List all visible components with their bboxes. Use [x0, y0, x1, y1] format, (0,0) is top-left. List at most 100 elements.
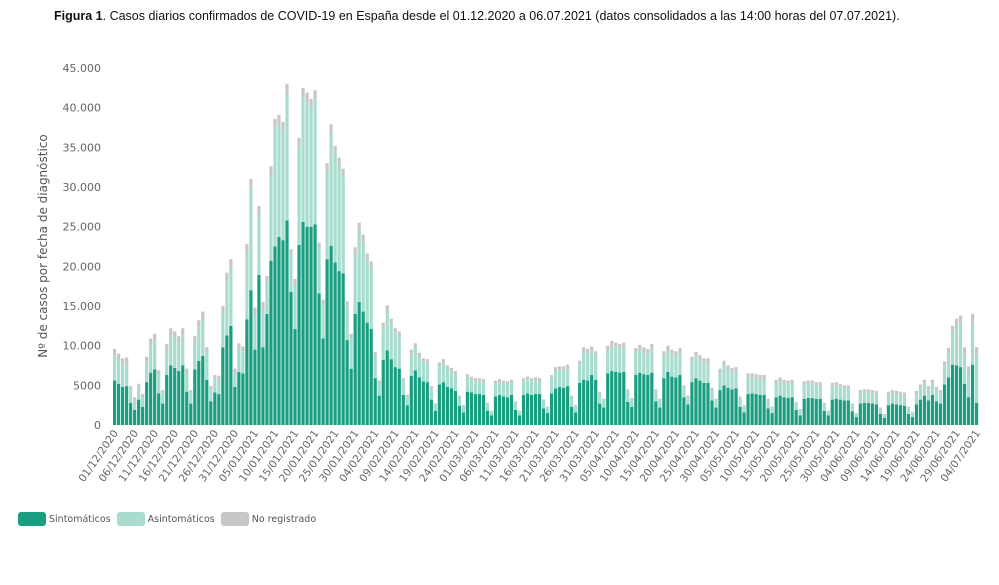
bar-asintomaticos [481, 382, 486, 395]
bar-asintomaticos [630, 399, 634, 407]
bar-sintomaticos [594, 379, 598, 425]
bar-asintomaticos [413, 348, 417, 371]
bar-sintomaticos [309, 226, 313, 425]
bar-asintomaticos [437, 366, 441, 385]
bar-no-registrado [622, 342, 626, 348]
bar-sintomaticos [970, 364, 975, 425]
bar-sintomaticos [694, 378, 698, 425]
bar-no-registrado [754, 374, 758, 379]
bar-sintomaticos [858, 403, 862, 425]
bar-sintomaticos [509, 394, 514, 425]
bar-no-registrado [233, 368, 237, 373]
bar-asintomaticos [521, 381, 526, 395]
bar-sintomaticos [161, 403, 165, 425]
bar-asintomaticos [594, 355, 598, 380]
bar-asintomaticos [874, 394, 878, 405]
bar-no-registrado [906, 406, 911, 409]
bar-no-registrado [265, 275, 269, 283]
bar-sintomaticos [201, 355, 205, 425]
bar-asintomaticos [706, 363, 710, 383]
bar-asintomaticos [694, 356, 698, 379]
bar-sintomaticos [229, 325, 233, 425]
bar-sintomaticos [642, 374, 646, 425]
bar-sintomaticos [614, 371, 618, 425]
bar-no-registrado [113, 348, 117, 356]
bar-no-registrado [341, 168, 345, 177]
bar-asintomaticos [217, 379, 221, 395]
bar-sintomaticos [714, 407, 718, 425]
bar-no-registrado [974, 347, 979, 357]
bar-asintomaticos [858, 393, 862, 404]
bar-asintomaticos [181, 335, 185, 366]
bar-sintomaticos [153, 369, 157, 425]
bar-sintomaticos [417, 377, 421, 425]
bar-sintomaticos [610, 371, 614, 425]
bar-sintomaticos [934, 401, 939, 425]
bar-no-registrado [437, 362, 441, 367]
bar-no-registrado [181, 328, 185, 336]
bar-no-registrado [369, 261, 373, 269]
bar-no-registrado [253, 307, 257, 314]
bar-sintomaticos [341, 273, 345, 425]
bar-no-registrado [241, 346, 245, 352]
bar-sintomaticos [537, 394, 542, 425]
bar-asintomaticos [786, 383, 790, 399]
bar-sintomaticos [662, 378, 666, 425]
bar-asintomaticos [574, 406, 578, 413]
bar-no-registrado [574, 405, 578, 407]
bar-asintomaticos [229, 267, 233, 326]
bar-asintomaticos [746, 377, 750, 395]
bar-no-registrado [317, 242, 321, 250]
bar-no-registrado [950, 325, 955, 332]
bar-asintomaticos [405, 397, 409, 406]
bar-asintomaticos [385, 311, 389, 351]
y-tick-label: 25.000 [63, 221, 102, 234]
bar-no-registrado [766, 398, 770, 402]
bar-no-registrado [742, 405, 746, 407]
bar-sintomaticos [297, 244, 301, 425]
bar-no-registrado [806, 380, 810, 384]
bar-asintomaticos [818, 385, 822, 399]
bar-sintomaticos [890, 403, 895, 425]
bar-no-registrado [802, 381, 806, 385]
bar-no-registrado [417, 352, 421, 358]
bar-sintomaticos [850, 411, 854, 425]
bar-no-registrado [413, 343, 417, 349]
bar-asintomaticos [954, 325, 959, 366]
bar-asintomaticos [129, 390, 133, 403]
bar-asintomaticos [734, 371, 738, 389]
bar-no-registrado [397, 331, 401, 337]
bar-sintomaticos [578, 382, 582, 425]
bar-sintomaticos [357, 302, 361, 425]
bar-no-registrado [517, 410, 522, 412]
bar-asintomaticos [177, 343, 181, 372]
bar-no-registrado [193, 336, 197, 343]
bar-asintomaticos [537, 381, 542, 395]
bar-no-registrado [890, 390, 895, 394]
bar-asintomaticos [113, 355, 117, 381]
bar-no-registrado [818, 382, 822, 386]
bar-sintomaticos [630, 406, 634, 425]
bar-asintomaticos [145, 362, 149, 383]
bar-sintomaticos [265, 313, 269, 425]
bar-no-registrado [966, 366, 971, 374]
bar-sintomaticos [770, 413, 774, 425]
bar-no-registrado [686, 395, 690, 398]
bar-sintomaticos [546, 413, 550, 425]
bar-sintomaticos [385, 350, 389, 425]
bar-sintomaticos [245, 319, 249, 425]
bar-sintomaticos [586, 380, 590, 425]
bar-no-registrado [221, 306, 225, 313]
bar-no-registrado [794, 401, 798, 404]
figure-title: Figura 1. Casos diarios confirmados de C… [54, 9, 900, 23]
bar-sintomaticos [125, 386, 129, 425]
bar-no-registrado [554, 367, 558, 372]
bar-sintomaticos [389, 359, 393, 425]
bar-sintomaticos [966, 397, 971, 425]
bar-sintomaticos [962, 383, 967, 425]
bar-asintomaticos [349, 338, 353, 369]
bar-sintomaticos [674, 377, 678, 425]
bar-asintomaticos [205, 352, 209, 380]
bar-no-registrado [854, 413, 858, 414]
bar-no-registrado [125, 357, 129, 364]
